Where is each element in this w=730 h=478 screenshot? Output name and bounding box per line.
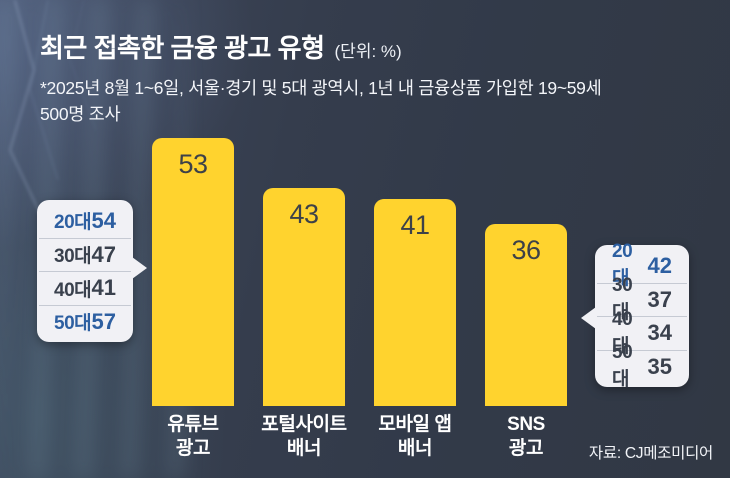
bar-2: 43 [263, 188, 345, 406]
bar-value: 53 [178, 149, 208, 179]
source-credit: 자료: CJ메조미디어 [588, 445, 713, 462]
age-row: 40대 41 [39, 271, 131, 305]
age-group-value: 37 [647, 286, 672, 312]
age-row: 20대 42 [597, 241, 687, 289]
category-label-4: SNS 광고 [461, 413, 591, 461]
age-group-value: 54 [91, 207, 116, 233]
category-label-line: 유튜브 [167, 414, 219, 435]
survey-note-line-2: 500명 조사 [40, 104, 121, 124]
age-group-label: 40대 [54, 279, 92, 301]
unit-label: (단위: %) [334, 42, 402, 61]
age-row: 50대 57 [39, 304, 131, 339]
age-group-label: 50대 [54, 313, 92, 335]
bar-value: 36 [511, 235, 541, 265]
category-label-line: 포털사이트 [261, 414, 347, 435]
age-group-label: 30대 [54, 246, 92, 268]
age-row: 30대 37 [597, 275, 687, 323]
age-row: 50대 35 [597, 342, 687, 390]
age-group-value: 47 [91, 241, 116, 267]
age-group-value: 41 [91, 275, 116, 301]
age-group-value: 42 [647, 252, 672, 278]
age-row: 40대 34 [597, 309, 687, 357]
bar-1: 53 [152, 138, 234, 406]
bar-value: 41 [400, 210, 430, 240]
age-group-label: 40대 [612, 308, 633, 357]
category-label-line: 배너 [397, 438, 433, 459]
category-label-line: 광고 [508, 438, 544, 459]
age-row: 30대 47 [39, 237, 131, 272]
callout-pointer [581, 307, 596, 329]
age-group-label: 50대 [612, 342, 633, 391]
category-label-line: 모바일 앱 [378, 414, 452, 435]
age-breakdown-left: 20대 54 30대 47 40대 41 50대 57 [37, 200, 147, 342]
age-breakdown-right: 20대 42 30대 37 40대 34 50대 35 [581, 241, 689, 390]
survey-note-line-1: *2025년 8월 1~6일, 서울·경기 및 5대 광역시, 1년 내 금융상… [40, 78, 602, 98]
chart-title: 최근 접촉한 금융 광고 유형 [40, 33, 325, 63]
chart-header: 최근 접촉한 금융 광고 유형 (단위: %) *2025년 8월 1~6일, … [40, 28, 602, 127]
category-label-line: 광고 [175, 438, 211, 459]
age-group-value: 57 [91, 308, 116, 334]
age-group-label: 20대 [54, 212, 92, 234]
bar-3: 41 [374, 199, 456, 406]
bar-4: 36 [485, 224, 567, 406]
age-row: 20대 54 [39, 204, 131, 238]
survey-note: *2025년 8월 1~6일, 서울·경기 및 5대 광역시, 1년 내 금융상… [40, 75, 602, 127]
age-group-value: 35 [647, 353, 672, 379]
age-group-label: 30대 [612, 275, 633, 324]
age-group-label: 20대 [612, 241, 633, 290]
category-label-line: SNS [507, 414, 545, 435]
callout-pointer [132, 257, 147, 279]
bar-value: 43 [289, 199, 319, 229]
category-label-line: 배너 [286, 438, 322, 459]
age-group-value: 34 [647, 320, 672, 346]
